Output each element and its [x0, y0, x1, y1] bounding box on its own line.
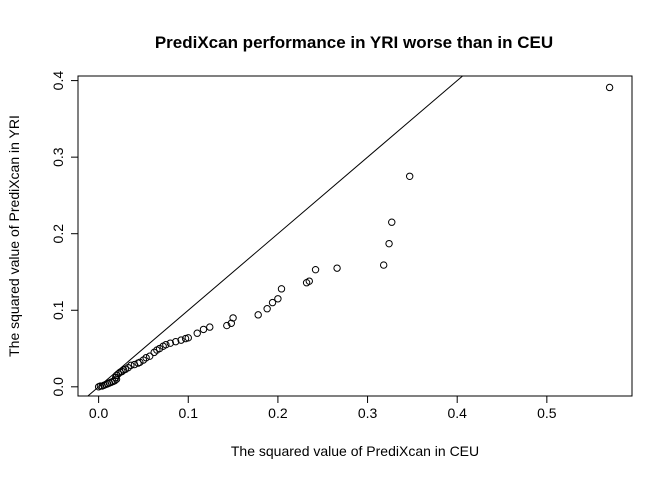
data-point	[379, 261, 388, 269]
data-point	[193, 329, 201, 337]
identity-reference-line	[87, 75, 463, 397]
y-axis: 0.0 0.1 0.2 0.3 0.4	[50, 71, 79, 397]
data-point	[227, 319, 235, 327]
x-tick-label: 0.2	[268, 405, 288, 421]
data-point	[177, 336, 185, 344]
data-point	[305, 277, 313, 285]
data-point	[263, 305, 271, 313]
y-tick-label: 0.0	[50, 377, 66, 397]
data-point	[184, 334, 192, 342]
y-tick-label: 0.4	[50, 71, 66, 91]
data-point	[254, 311, 262, 319]
data-point	[127, 361, 135, 370]
data-point	[166, 339, 175, 347]
data-point	[405, 172, 414, 180]
data-point	[162, 341, 170, 349]
x-axis: 0.0 0.1 0.2 0.3 0.4 0.5	[89, 395, 557, 421]
data-point	[111, 376, 119, 385]
y-tick-label: 0.3	[50, 147, 66, 167]
data-point	[388, 218, 396, 226]
data-point	[223, 321, 231, 330]
data-point	[229, 314, 237, 322]
x-tick-label: 0.4	[447, 405, 467, 421]
x-tick-label: 0.1	[179, 405, 199, 421]
x-axis-label: The squared value of PrediXcan in CEU	[231, 443, 479, 459]
y-tick-label: 0.1	[50, 300, 66, 320]
data-point	[268, 298, 277, 307]
data-point	[311, 265, 320, 274]
y-axis-label: The squared value of PrediXcan in YRI	[6, 115, 22, 357]
x-tick-label: 0.5	[537, 405, 557, 421]
data-point	[277, 285, 286, 293]
data-point	[112, 375, 121, 383]
data-point	[333, 264, 341, 272]
data-point	[206, 323, 214, 331]
data-point	[385, 239, 393, 248]
data-points	[94, 83, 614, 391]
chart-title: PrediXcan performance in YRI worse than …	[155, 33, 553, 52]
data-point	[146, 352, 154, 360]
x-tick-label: 0.0	[89, 405, 109, 421]
data-point	[274, 295, 282, 303]
data-point	[605, 83, 614, 92]
data-point	[199, 325, 208, 334]
x-tick-label: 0.3	[358, 405, 378, 421]
data-point	[142, 354, 150, 362]
data-point	[172, 337, 180, 346]
y-tick-label: 0.2	[50, 224, 66, 244]
